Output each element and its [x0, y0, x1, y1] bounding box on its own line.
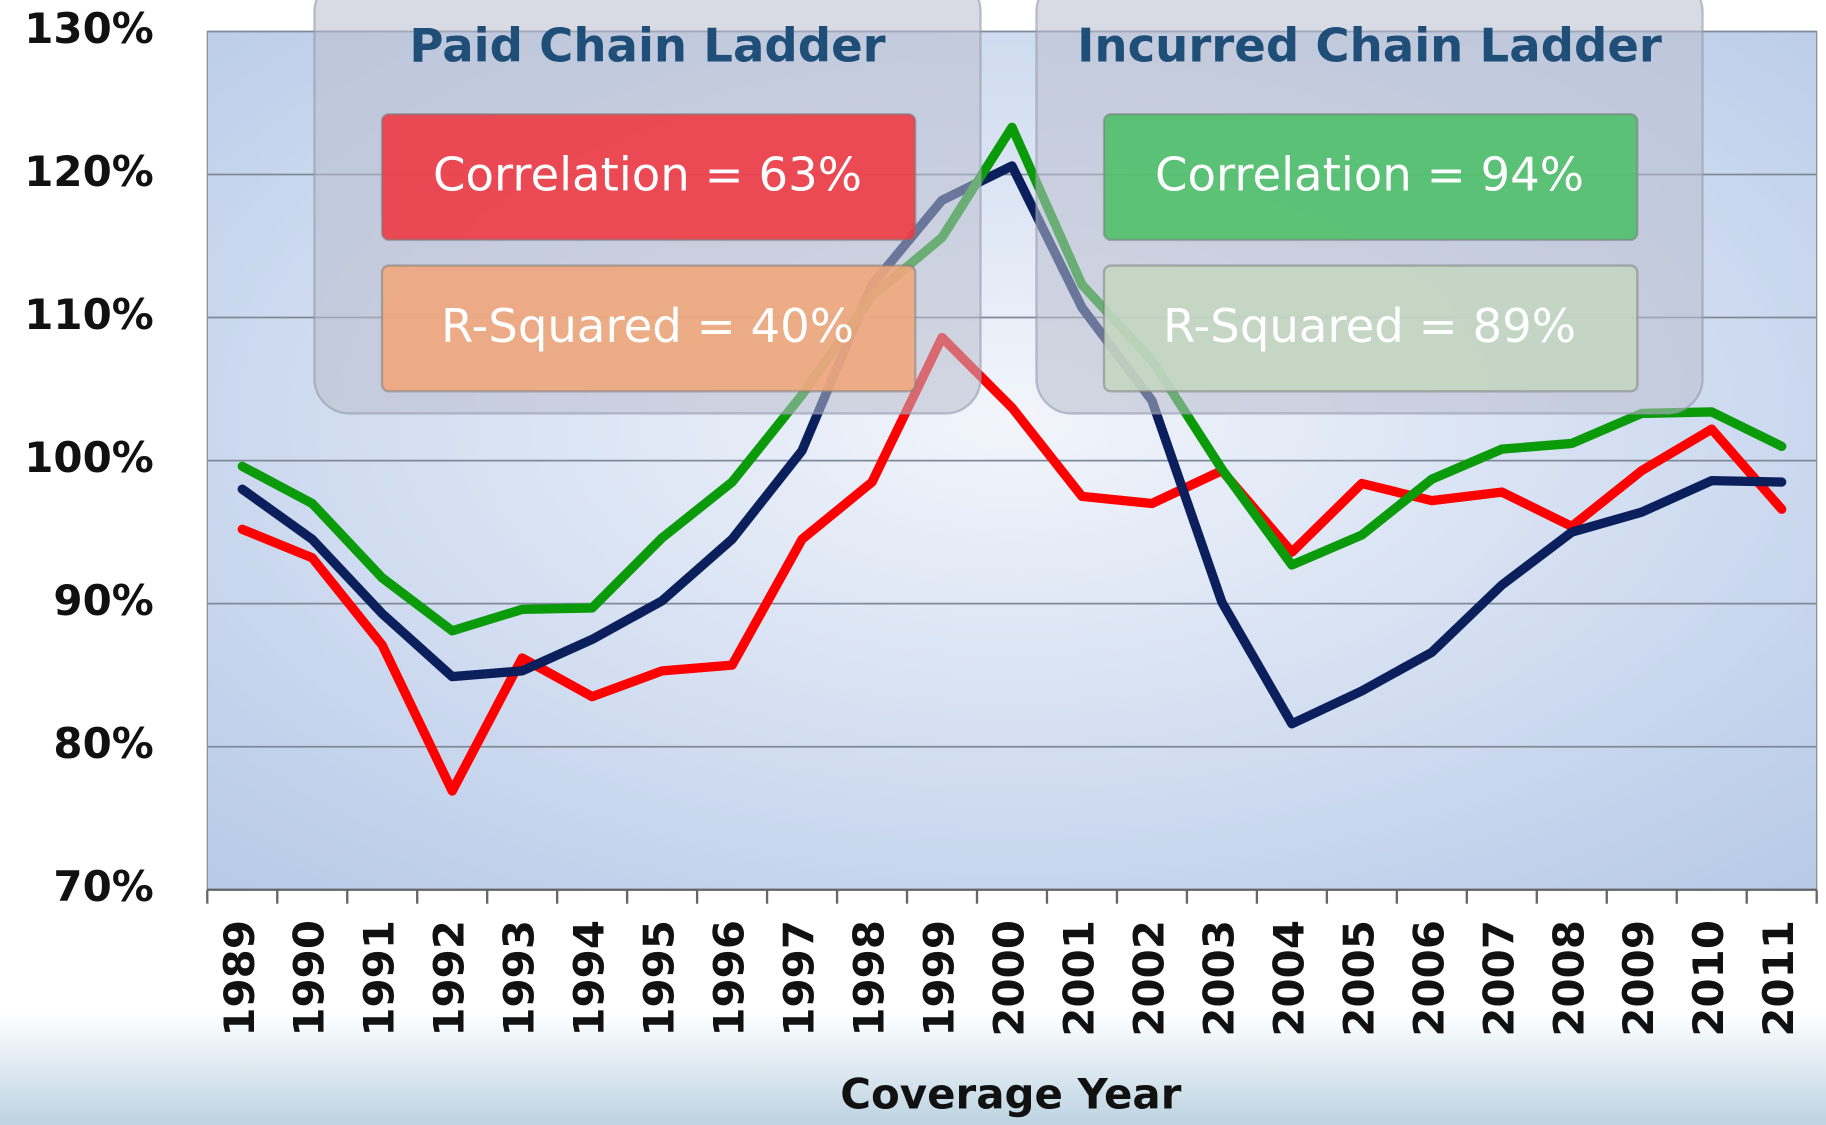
panel-title: Paid Chain Ladder — [409, 18, 885, 72]
y-tick-label: 80% — [53, 719, 153, 768]
series-line — [237, 332, 1787, 796]
panel-box-text: R-Squared = 89% — [1163, 299, 1576, 353]
panel-box-text: Correlation = 94% — [1155, 148, 1584, 202]
x-tick-label: 1994 — [565, 920, 614, 1037]
panel-title: Incurred Chain Ladder — [1077, 18, 1662, 72]
panel-box-text: R-Squared = 40% — [441, 299, 854, 353]
x-tick-label: 2009 — [1614, 920, 1663, 1037]
y-tick-label: 70% — [53, 862, 153, 911]
x-tick-label: 2005 — [1334, 920, 1383, 1037]
panel-box — [380, 264, 917, 393]
x-tick-label: 2007 — [1474, 920, 1523, 1037]
y-tick-label: 110% — [24, 290, 153, 339]
panel-box — [380, 112, 917, 242]
y-tick-label: 120% — [24, 147, 153, 196]
y-tick-label: 100% — [24, 433, 153, 482]
x-tick-label: 1996 — [705, 920, 754, 1037]
panel-box — [1102, 112, 1639, 242]
series-line — [237, 122, 1787, 636]
x-tick-label: 1989 — [215, 920, 264, 1037]
x-tick-label: 2000 — [984, 920, 1033, 1037]
x-tick-label: 1998 — [845, 920, 894, 1037]
panel-box-text: Correlation = 63% — [433, 148, 862, 202]
series-line — [237, 161, 1787, 729]
x-tick-label: 2004 — [1264, 920, 1313, 1037]
panel-box — [1102, 264, 1639, 393]
x-tick-label: 2010 — [1684, 920, 1733, 1037]
x-tick-label: 2003 — [1194, 920, 1243, 1037]
x-tick-label: 1990 — [285, 920, 334, 1037]
y-tick-label: 90% — [53, 576, 153, 625]
x-tick-label: 1997 — [775, 920, 824, 1037]
x-tick-label: 2008 — [1544, 920, 1593, 1037]
x-tick-label: 1991 — [355, 920, 404, 1037]
x-tick-label: 2006 — [1404, 920, 1453, 1037]
x-tick-label: 1992 — [425, 920, 474, 1037]
x-tick-label: 1999 — [915, 920, 964, 1037]
x-axis-label: Coverage Year — [840, 1070, 1181, 1119]
x-tick-label: 2011 — [1754, 920, 1803, 1037]
x-tick-label: 1993 — [495, 920, 544, 1037]
x-tick-label: 2002 — [1124, 920, 1173, 1037]
x-tick-label: 2001 — [1054, 920, 1103, 1037]
y-tick-label: 130% — [24, 4, 153, 53]
x-tick-label: 1995 — [635, 920, 684, 1037]
